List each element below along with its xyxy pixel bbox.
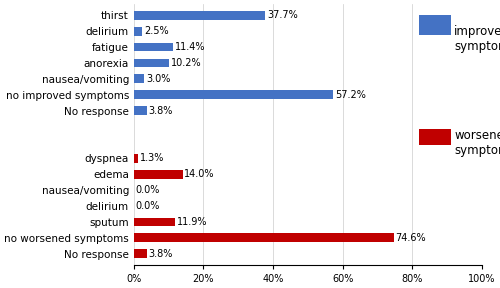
Text: worsened
symptoms: worsened symptoms	[454, 129, 500, 157]
Bar	[134, 27, 142, 35]
Text: 11.9%: 11.9%	[177, 217, 208, 227]
Bar	[134, 58, 170, 67]
Bar	[134, 217, 175, 226]
Bar	[134, 106, 147, 115]
Bar	[134, 43, 173, 52]
Text: 3.0%: 3.0%	[146, 74, 171, 84]
Bar	[134, 249, 147, 258]
Bar	[134, 233, 394, 242]
Text: 3.8%: 3.8%	[149, 249, 173, 259]
Text: 0.0%: 0.0%	[136, 201, 160, 211]
Text: 10.2%: 10.2%	[171, 58, 202, 68]
Bar	[134, 170, 182, 179]
Text: 1.3%: 1.3%	[140, 153, 164, 163]
Text: 0.0%: 0.0%	[136, 185, 160, 195]
Text: 3.8%: 3.8%	[149, 106, 173, 116]
Text: 37.7%: 37.7%	[267, 10, 298, 20]
Text: improved
symptoms: improved symptoms	[454, 25, 500, 53]
Text: 57.2%: 57.2%	[335, 90, 366, 100]
Bar	[134, 154, 138, 163]
Bar	[134, 11, 265, 20]
Text: 14.0%: 14.0%	[184, 169, 215, 179]
Text: 11.4%: 11.4%	[175, 42, 206, 52]
Bar	[134, 75, 144, 83]
Bar	[134, 90, 333, 99]
Text: 2.5%: 2.5%	[144, 26, 169, 36]
Text: 74.6%: 74.6%	[396, 233, 426, 243]
